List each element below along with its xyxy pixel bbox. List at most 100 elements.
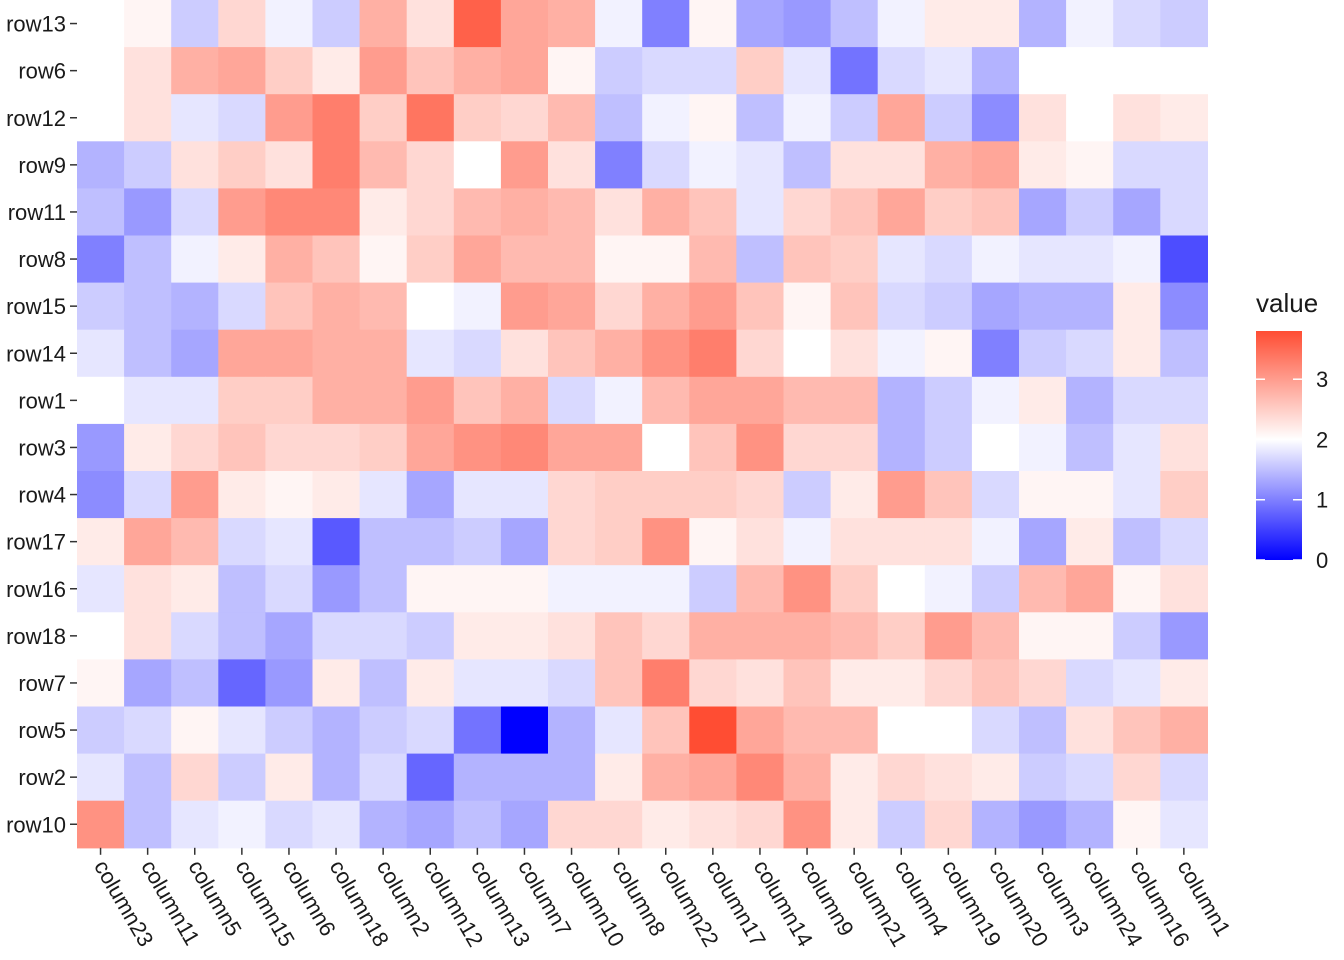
heatmap-cell: [312, 659, 361, 708]
heatmap-cell: [924, 659, 973, 708]
heatmap-cell: [1160, 800, 1208, 849]
heatmap-cell: [548, 94, 596, 142]
heatmap-cell: [406, 471, 455, 519]
heatmap-cell: [548, 706, 596, 755]
heatmap-cell: [689, 94, 737, 142]
heatmap-cell: [312, 282, 361, 331]
heatmap-cell: [830, 753, 879, 802]
heatmap-cell: [736, 471, 785, 519]
heatmap-cell: [830, 612, 879, 660]
heatmap-cell: [971, 188, 1020, 237]
heatmap-cell: [689, 329, 737, 378]
heatmap-cell: [171, 0, 219, 48]
heatmap-cell: [359, 753, 408, 802]
heatmap-cell: [124, 0, 172, 48]
row-label: row6: [18, 59, 66, 84]
heatmap-cell: [736, 612, 785, 660]
heatmap-cell: [1113, 0, 1161, 48]
heatmap-cell: [736, 659, 785, 708]
heatmap-cell: [924, 518, 973, 566]
heatmap-cell: [1160, 282, 1208, 331]
heatmap-cell: [642, 376, 690, 425]
heatmap-cell: [642, 565, 690, 613]
heatmap-cell: [500, 0, 549, 48]
heatmap-cell: [830, 94, 879, 142]
heatmap-cell: [689, 235, 737, 284]
heatmap-cell: [924, 141, 973, 189]
row-label: row4: [18, 483, 66, 508]
heatmap-cell: [312, 565, 361, 613]
heatmap-cell: [359, 800, 408, 849]
heatmap-cell: [312, 235, 361, 284]
heatmap-cell: [453, 753, 502, 802]
legend-tick-label: 2: [1316, 427, 1328, 452]
heatmap-cell: [359, 329, 408, 378]
heatmap-cell: [1066, 376, 1114, 425]
heatmap-cell: [77, 423, 125, 472]
heatmap-cell: [595, 376, 643, 425]
legend-title: value: [1256, 288, 1318, 318]
heatmap-cell: [642, 0, 690, 48]
heatmap-cell: [1160, 0, 1208, 48]
heatmap-cell: [595, 753, 643, 802]
heatmap-cell: [312, 612, 361, 660]
heatmap-cell: [500, 47, 549, 95]
heatmap-cell: [453, 235, 502, 284]
heatmap-cell: [1066, 423, 1114, 472]
heatmap-cell: [830, 706, 879, 755]
heatmap-cell: [877, 753, 926, 802]
heatmap-cell: [595, 94, 643, 142]
heatmap-cell: [971, 235, 1020, 284]
heatmap-cell: [1160, 706, 1208, 755]
heatmap-cell: [265, 376, 314, 425]
heatmap-cell: [736, 706, 785, 755]
heatmap-cell: [1160, 659, 1208, 708]
heatmap-cell: [783, 706, 832, 755]
heatmap-cell: [642, 188, 690, 237]
row-label: row16: [6, 577, 66, 602]
row-label: row9: [18, 153, 66, 178]
heatmap-cell: [359, 423, 408, 472]
heatmap-cell: [500, 94, 549, 142]
heatmap-cell: [830, 282, 879, 331]
heatmap-cell: [971, 753, 1020, 802]
heatmap-cell: [359, 47, 408, 95]
heatmap-cell: [312, 753, 361, 802]
heatmap-cell: [265, 565, 314, 613]
heatmap-cell: [877, 94, 926, 142]
heatmap-cell: [1066, 565, 1114, 613]
heatmap-cell: [265, 471, 314, 519]
heatmap-cell: [689, 518, 737, 566]
heatmap-cell: [595, 800, 643, 849]
heatmap-cell: [830, 141, 879, 189]
heatmap-cell: [1113, 612, 1161, 660]
heatmap-cell: [359, 0, 408, 48]
heatmap-cell: [1066, 0, 1114, 48]
heatmap-cell: [924, 188, 973, 237]
row-label: row12: [6, 106, 66, 131]
row-label: row17: [6, 530, 66, 555]
heatmap-cell: [1019, 47, 1067, 95]
heatmap-cell: [124, 706, 172, 755]
heatmap-cell: [265, 47, 314, 95]
heatmap-cell: [689, 706, 737, 755]
row-label: row1: [18, 388, 66, 413]
heatmap-cell: [736, 423, 785, 472]
heatmap-cell: [265, 423, 314, 472]
heatmap-cell: [642, 235, 690, 284]
heatmap-cell: [500, 141, 549, 189]
heatmap-cell: [1066, 188, 1114, 237]
heatmap-cell: [830, 471, 879, 519]
heatmap-cell: [453, 612, 502, 660]
heatmap-cell: [877, 376, 926, 425]
heatmap-cell: [877, 565, 926, 613]
heatmap-cell: [1066, 659, 1114, 708]
heatmap-cell: [595, 659, 643, 708]
heatmap-cell: [595, 141, 643, 189]
heatmap-cell: [171, 423, 219, 472]
heatmap-cell: [218, 565, 266, 613]
heatmap-cell: [548, 376, 596, 425]
heatmap-cell: [548, 612, 596, 660]
heatmap-cell: [548, 423, 596, 472]
